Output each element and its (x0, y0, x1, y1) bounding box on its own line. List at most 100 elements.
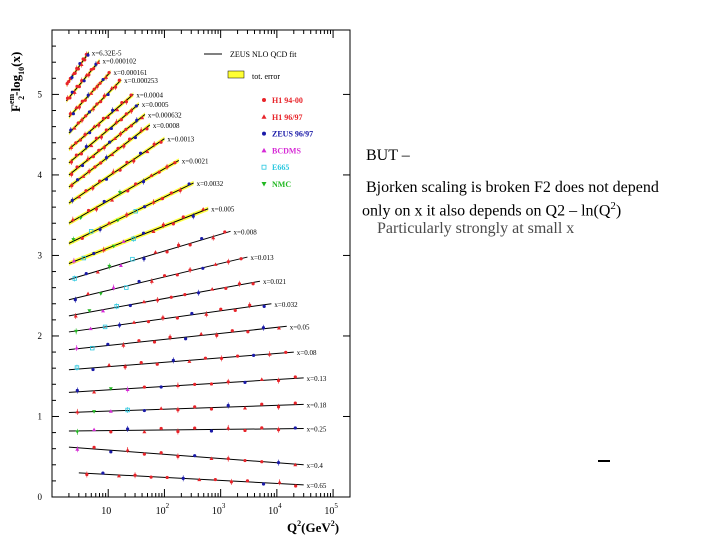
data-point (142, 385, 146, 389)
x-tick-label: 102 (156, 502, 170, 517)
plot-border (51, 29, 351, 498)
data-point (97, 148, 101, 152)
data-point (106, 221, 111, 225)
data-point (84, 189, 88, 193)
data-point (91, 67, 96, 71)
data-point (88, 229, 94, 234)
fit-line (68, 160, 180, 224)
data-point (260, 426, 264, 430)
data-point (142, 408, 146, 413)
fit-line (68, 256, 248, 301)
data-point (125, 160, 129, 164)
data-point (153, 250, 158, 254)
data-point (102, 199, 106, 204)
data-point (101, 471, 105, 475)
data-point (137, 339, 141, 343)
data-point (203, 356, 208, 360)
data-point (239, 257, 243, 261)
bin-label: x=0.13 (307, 375, 327, 383)
data-point (108, 140, 112, 144)
data-point (293, 426, 297, 430)
line2-superscript: 2 (610, 200, 616, 212)
data-point (71, 112, 75, 116)
data-point (104, 128, 108, 132)
data-point (293, 401, 297, 405)
data-point (159, 406, 164, 410)
bin-label: x=0.000161 (114, 69, 148, 77)
data-point (74, 153, 79, 157)
legend-band-swatch (227, 70, 245, 79)
data-point (94, 136, 98, 140)
legend-marker (261, 182, 267, 187)
data-point (80, 163, 85, 168)
data-point (98, 179, 102, 183)
data-point (68, 96, 72, 100)
data-point (109, 450, 113, 454)
data-point (72, 126, 77, 130)
data-point (92, 427, 97, 432)
fit-line (68, 446, 304, 466)
bin-label: x=0.000253 (124, 77, 158, 85)
legend-label: NMC (272, 180, 291, 189)
data-point (230, 329, 234, 333)
data-point (133, 209, 138, 214)
data-point (145, 149, 150, 154)
data-point (171, 222, 175, 226)
data-point (201, 207, 206, 211)
data-point (116, 146, 120, 150)
y-tick-label: 0 (38, 492, 43, 502)
data-point (183, 292, 187, 297)
data-point (93, 165, 97, 169)
fit-curves (65, 52, 304, 486)
data-point (200, 236, 204, 241)
data-point (75, 178, 80, 182)
fit-line (68, 280, 261, 317)
data-point (243, 380, 247, 384)
data-point (109, 86, 114, 90)
data-point (119, 118, 123, 122)
data-point (246, 330, 250, 334)
fit-line (68, 230, 231, 281)
data-point (132, 320, 137, 324)
data-point (92, 445, 96, 449)
data-point (81, 255, 87, 261)
data-point (260, 460, 264, 464)
data-point (74, 141, 78, 145)
data-point (84, 272, 88, 276)
y-tick-label: 4 (38, 170, 43, 180)
data-point (124, 112, 128, 116)
data-point (193, 405, 197, 409)
data-point (78, 216, 83, 221)
data-point (106, 115, 110, 120)
data-point (77, 85, 81, 89)
data-point (92, 124, 97, 128)
data-point (152, 340, 157, 344)
data-point (209, 456, 214, 461)
data-point (95, 270, 100, 274)
data-point (259, 377, 264, 381)
data-point (104, 177, 109, 181)
fit-line (68, 377, 304, 393)
data-point (80, 99, 84, 103)
bin-label: x=0.000632 (148, 112, 182, 120)
data-point (262, 304, 266, 308)
data-point (70, 90, 74, 94)
data-point (107, 71, 111, 75)
y-axis-label: Fem2-log10(x) (7, 52, 26, 112)
data-point (151, 229, 156, 233)
data-point (175, 316, 180, 320)
data-point (159, 140, 163, 144)
data-point (193, 382, 197, 386)
fit-line (78, 472, 304, 486)
data-point (86, 208, 91, 213)
data-point (175, 273, 179, 277)
data-point (210, 287, 215, 291)
data-point (74, 105, 79, 109)
bin-label: x=6.32E-5 (92, 50, 122, 58)
legend: ZEUS NLO QCD fit tot. error H1 94-00 H1 96/… (204, 50, 313, 189)
data-point (190, 311, 194, 316)
data-point (141, 299, 146, 304)
bin-label: x=0.0008 (153, 122, 180, 130)
